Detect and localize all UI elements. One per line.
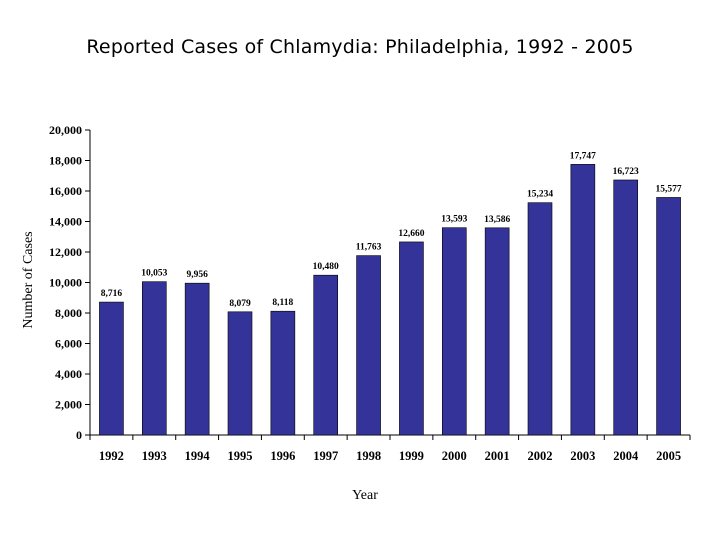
bar <box>227 311 253 436</box>
data-label: 12,660 <box>398 229 424 239</box>
y-axis: 0 2,000 4,000 6,000 8,000 10,000 12,000 14,000 1… <box>49 123 91 442</box>
bars <box>99 164 681 436</box>
data-label: 10,053 <box>141 269 167 279</box>
y-tick-label: 14,000 <box>49 215 82 229</box>
bar <box>570 164 596 436</box>
y-tick-label: 2,000 <box>55 398 82 412</box>
data-label: 15,577 <box>656 184 682 194</box>
y-tick-label: 8,000 <box>55 306 82 320</box>
x-tick-label: 2005 <box>656 449 681 463</box>
bar <box>184 282 210 436</box>
x-axis: 1992 1993 1994 1995 1996 1997 1998 1999 2000 2001… <box>89 434 691 463</box>
data-label: 13,593 <box>441 215 467 225</box>
data-label: 9,956 <box>186 270 208 280</box>
y-tick-label: 6,000 <box>55 337 82 351</box>
x-tick-label: 1995 <box>228 449 253 463</box>
x-tick-label: 1998 <box>356 449 381 463</box>
bar <box>270 310 296 436</box>
x-tick-label: 2003 <box>570 449 595 463</box>
x-tick-label: 1993 <box>142 449 167 463</box>
x-tick-label: 2004 <box>613 449 639 463</box>
bar <box>441 227 467 436</box>
y-tick-label: 10,000 <box>49 276 82 290</box>
x-tick-label: 2000 <box>442 449 467 463</box>
data-label: 13,586 <box>484 215 510 225</box>
x-tick-label: 1996 <box>270 449 295 463</box>
bar <box>484 227 510 436</box>
x-tick-label: 1997 <box>313 449 338 463</box>
y-tick-label: 20,000 <box>49 123 82 137</box>
chart-title: Reported Cases of Chlamydia: Philadelphi… <box>86 36 634 58</box>
bar <box>313 274 339 436</box>
y-tick-label: 18,000 <box>49 154 82 168</box>
x-tick-label: 1994 <box>185 449 211 463</box>
value-labels: 8,716 10,053 9,956 8,079 8,118 10,480 11,763 12… <box>101 151 682 308</box>
x-tick-label: 1999 <box>399 449 424 463</box>
bar <box>99 301 124 436</box>
x-tick-label: 2002 <box>528 449 553 463</box>
x-tick-label: 2001 <box>485 449 510 463</box>
bar <box>356 255 381 436</box>
y-tick-label: 16,000 <box>49 184 82 198</box>
x-tick-label: 1992 <box>99 449 124 463</box>
x-axis-label: Year <box>352 488 378 503</box>
y-tick-label: 12,000 <box>49 245 82 259</box>
data-label: 8,118 <box>272 298 293 308</box>
data-label: 8,079 <box>229 299 251 309</box>
data-label: 11,763 <box>356 243 382 253</box>
data-label: 17,747 <box>570 151 596 161</box>
y-tick-label: 0 <box>76 428 82 442</box>
y-axis-label: Number of Cases <box>21 231 36 328</box>
bar <box>141 281 167 436</box>
data-label: 10,480 <box>313 262 339 272</box>
data-label: 8,716 <box>101 289 123 299</box>
y-tick-label: 4,000 <box>55 367 82 381</box>
data-label: 15,234 <box>527 190 553 200</box>
bar <box>613 179 639 436</box>
bar <box>399 241 424 436</box>
bar <box>527 202 553 436</box>
bar <box>656 197 681 436</box>
data-label: 16,723 <box>613 167 639 177</box>
